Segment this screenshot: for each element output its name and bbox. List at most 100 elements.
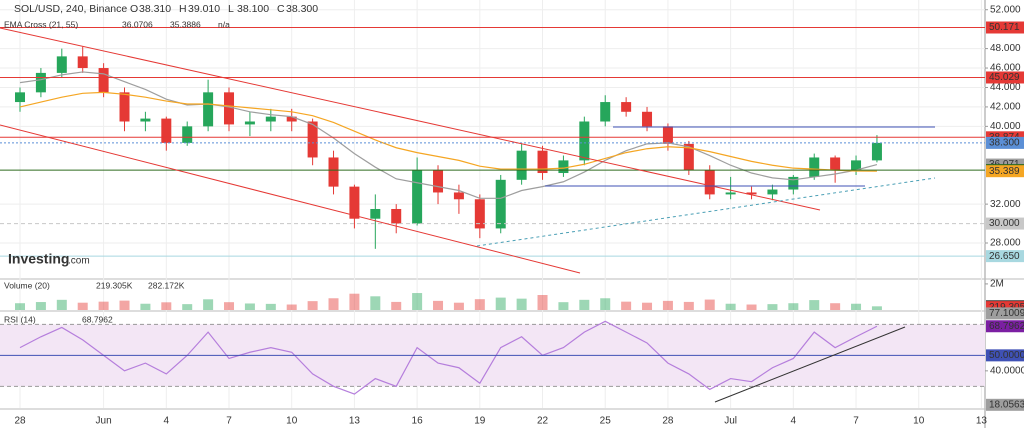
y-tick-label: 48.000 [990, 43, 1021, 54]
rsi-value: 68.7962 [82, 314, 113, 324]
level-label-box [986, 136, 1024, 149]
volume-bar [642, 302, 653, 310]
rsi-line [19, 320, 878, 395]
y-tick-label: 42.000 [990, 102, 1021, 113]
level-label: 219.305K [989, 302, 1024, 313]
volume-bar [516, 298, 527, 310]
channel-upper [0, 27, 821, 211]
candle-body [662, 126, 673, 144]
volume-bar [224, 302, 235, 310]
volume-bar [600, 298, 611, 310]
candle-body [349, 186, 360, 219]
level-label-box [986, 320, 1024, 333]
x-tick-label: 28 [14, 416, 26, 427]
level-label: 50.171 [989, 22, 1020, 33]
volume-bar [851, 303, 862, 310]
volume-bar [15, 303, 26, 310]
x-tick-label: 4 [164, 416, 170, 427]
candle-body [412, 170, 423, 224]
x-tick-label: 22 [537, 416, 549, 427]
candle-body [307, 121, 318, 158]
x-tick-label: 28 [662, 416, 674, 427]
candle-body [495, 179, 506, 229]
ohlc-value: 38.100 [237, 3, 269, 15]
candle-body [224, 92, 235, 125]
y-tick-label: 40.000 [990, 121, 1021, 132]
volume-bar [35, 302, 46, 310]
volume-bar [767, 304, 778, 310]
x-tick-label: 7 [226, 416, 232, 427]
level-label-box [986, 250, 1024, 263]
candle-body [642, 111, 653, 127]
volume-bar [140, 303, 151, 310]
candle-body [286, 116, 297, 122]
level-label-box [986, 307, 1024, 320]
level-label: 35.389 [989, 166, 1020, 177]
x-tick-label: 13 [976, 416, 988, 427]
candle-body [265, 116, 276, 122]
level-label-box [986, 21, 1024, 34]
logo-suffix: .com [68, 256, 90, 267]
x-tick-label: 10 [913, 416, 925, 427]
x-tick-label: 16 [412, 416, 424, 427]
level-label-box [986, 398, 1024, 411]
ema-line [19, 91, 877, 172]
ema-line [19, 71, 878, 199]
candle-body [809, 157, 820, 177]
candle-body [203, 92, 214, 127]
volume-bar [161, 302, 172, 310]
drawings [0, 27, 936, 403]
volume-bar [725, 303, 736, 310]
volume-bar [788, 303, 799, 310]
candle-body [851, 160, 862, 171]
y-tick-label: 40.0000 [990, 365, 1024, 376]
candle-body [558, 160, 569, 174]
ohlc-key: C [277, 3, 285, 15]
candle-body [244, 121, 255, 125]
candle-body [433, 170, 444, 193]
level-label: 77.1009 [989, 308, 1024, 319]
level-label: 68.7962 [989, 321, 1024, 332]
candle-body [746, 192, 757, 195]
candle-body [621, 102, 632, 112]
x-tick-label: 19 [474, 416, 486, 427]
candle-body [98, 68, 109, 93]
volume-bar [704, 299, 715, 310]
trendline [476, 177, 936, 247]
volume-bar [830, 303, 841, 310]
volume-bar [56, 299, 67, 310]
indicator-extra: n/a [218, 19, 230, 29]
volume-bar [683, 301, 694, 310]
ohlc-value: 38.300 [286, 3, 318, 15]
candle-body [119, 92, 130, 122]
ohlc-value: 38.310 [139, 3, 171, 15]
ohlc-key: O [130, 3, 138, 15]
x-tick-label: 10 [286, 416, 298, 427]
candle-body [516, 150, 527, 180]
volume-bar [391, 301, 402, 310]
ohlc-value: 39.010 [188, 3, 220, 15]
volume-bar [98, 301, 109, 310]
indicator-value: 36.0706 [122, 19, 153, 29]
level-label-box [986, 71, 1024, 84]
volume-value: 219.305K [96, 280, 133, 290]
volume-bar [307, 301, 318, 310]
volume-bar [809, 300, 820, 310]
y-tick-label: 32.000 [990, 199, 1021, 210]
candle-body [140, 118, 151, 122]
candle-body [328, 157, 339, 187]
volume-bar [286, 304, 297, 310]
x-tick-label: 25 [600, 416, 612, 427]
volume-value: 282.172K [148, 280, 185, 290]
level-label-box [986, 165, 1024, 178]
candle-body [370, 208, 381, 219]
x-tick-label: Jul [724, 416, 737, 427]
level-label: 18.0563 [989, 399, 1024, 410]
volume-bar [349, 293, 360, 310]
level-label-box [986, 217, 1024, 230]
candle-body [182, 126, 193, 143]
x-tick-label: 7 [853, 416, 859, 427]
level-label-box [986, 349, 1024, 362]
level-label: 50.0000 [989, 350, 1024, 361]
